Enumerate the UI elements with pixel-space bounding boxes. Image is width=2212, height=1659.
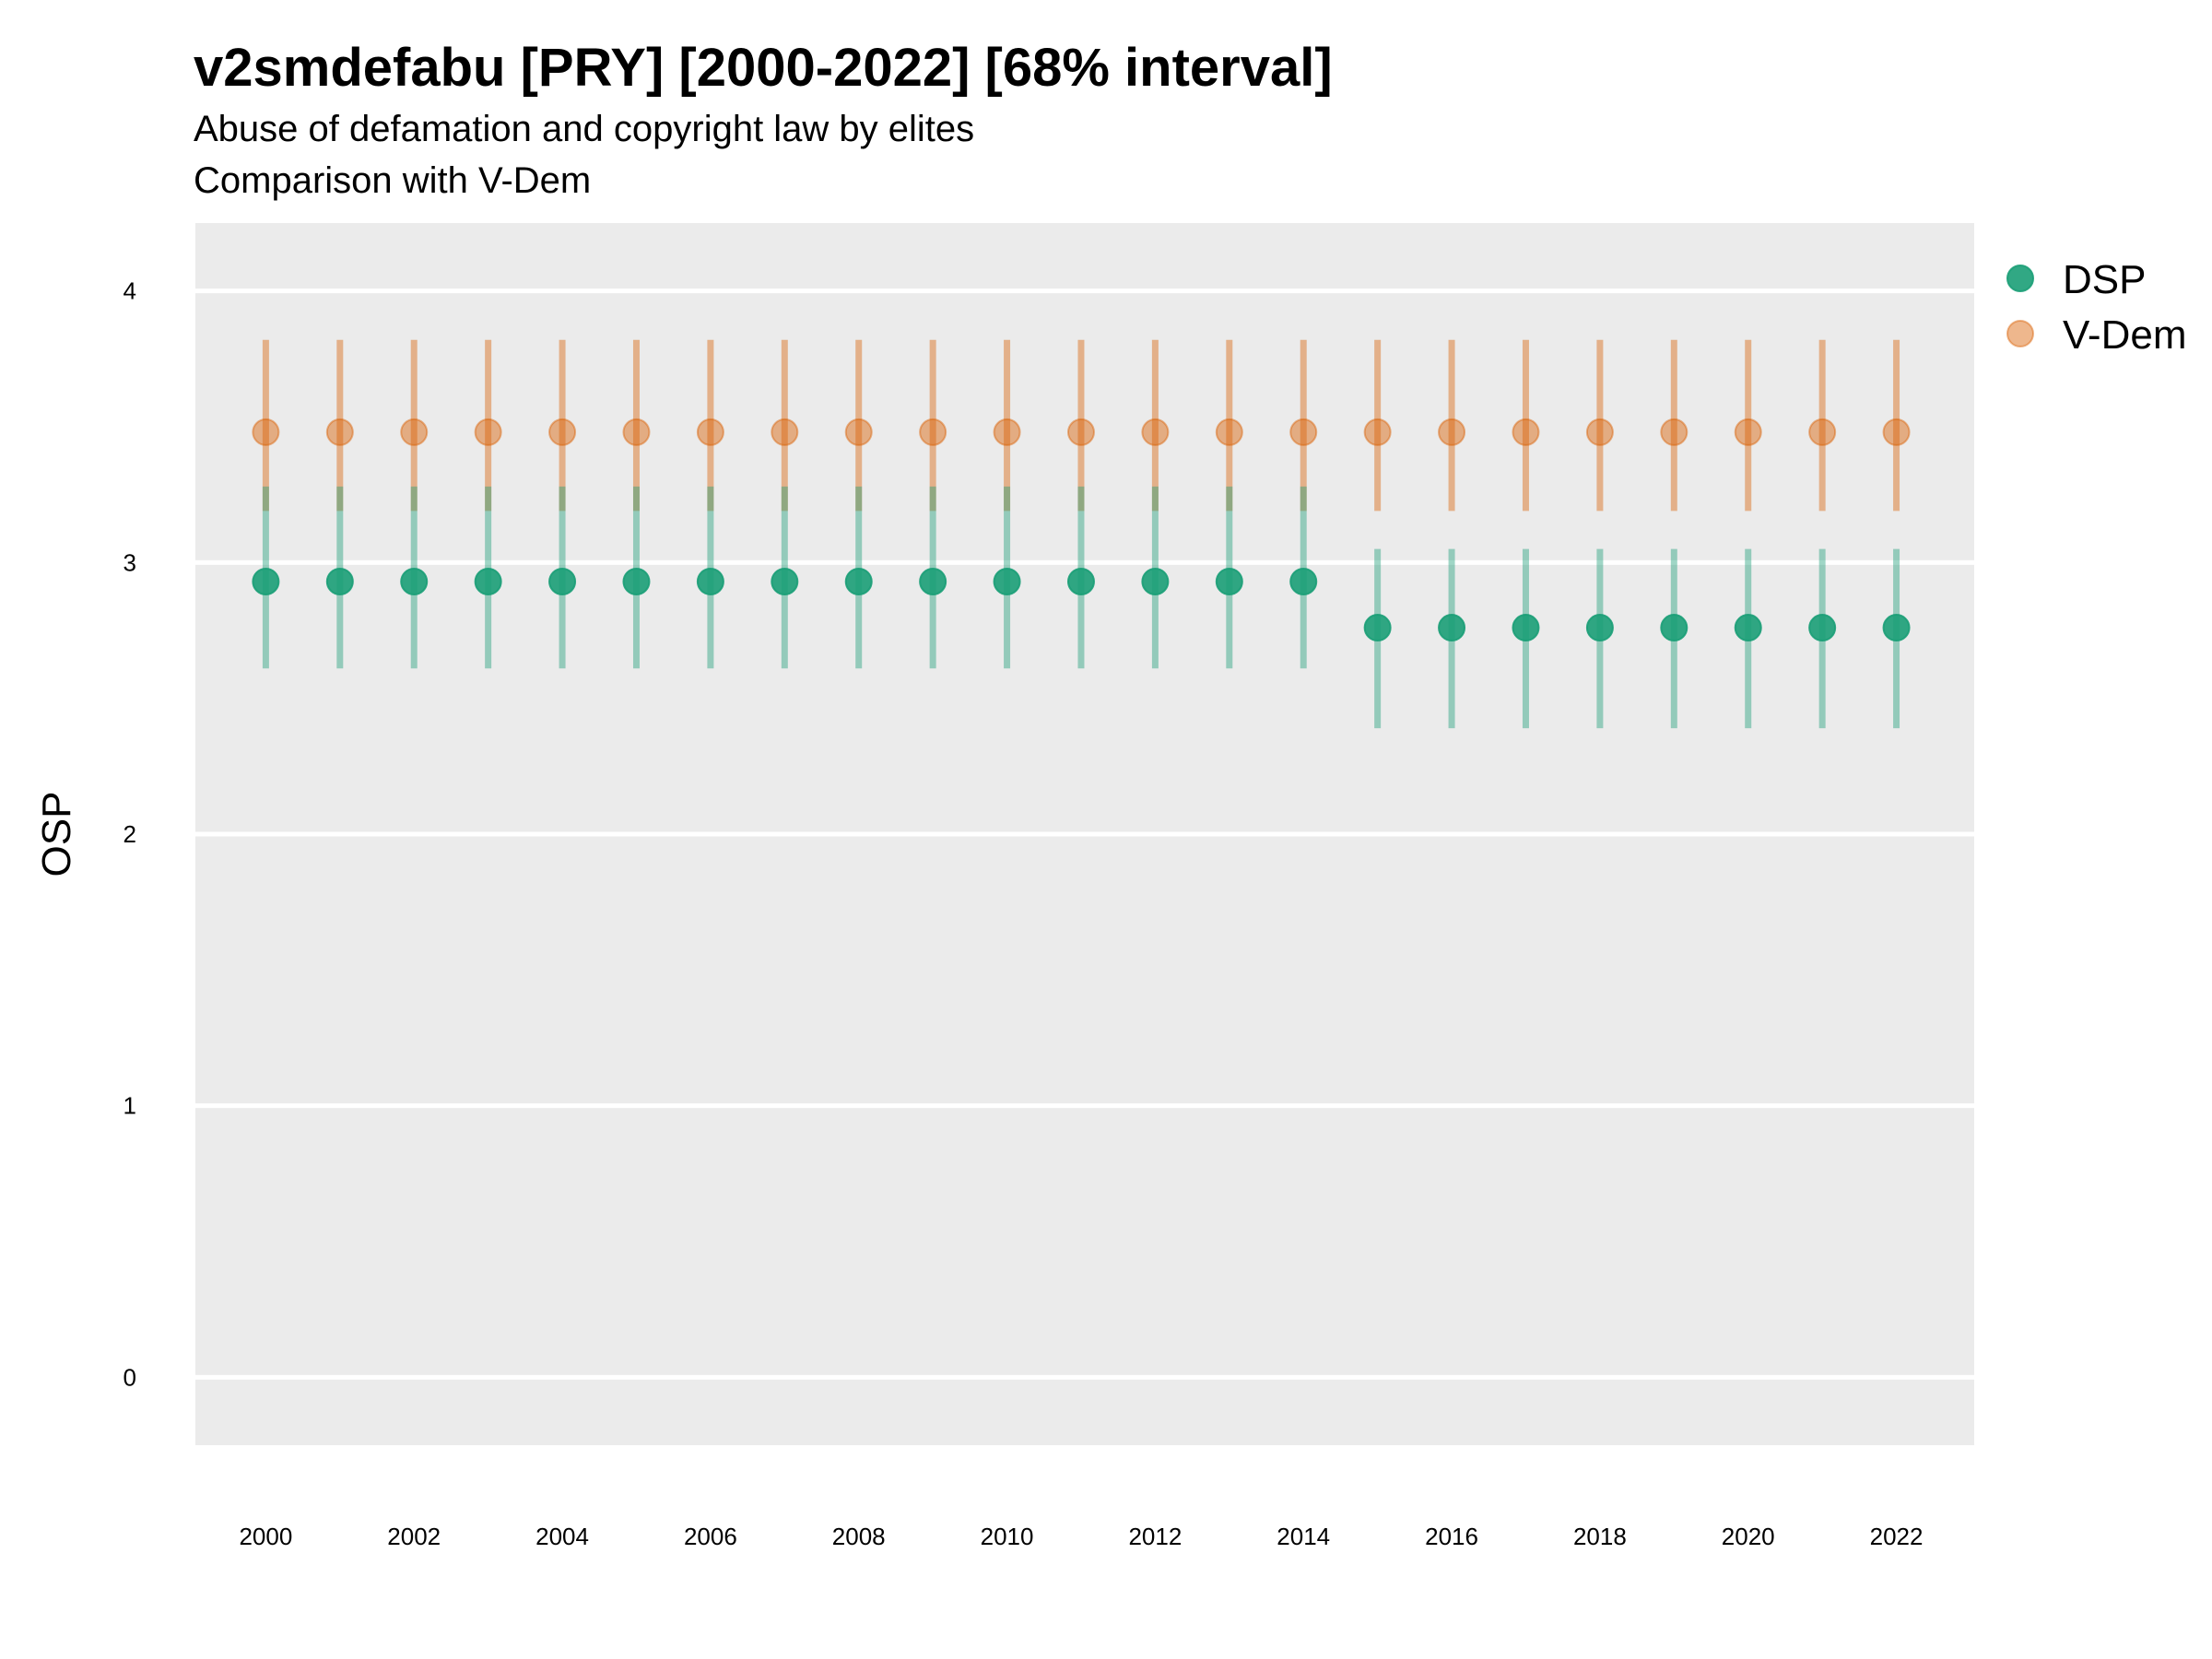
v-dem-point-2014	[1289, 418, 1318, 446]
dsp-point-2001	[325, 567, 354, 595]
x-tick-label: 2018	[1573, 1523, 1627, 1550]
v-dem-point-2008	[844, 418, 873, 446]
dsp-point-2007	[771, 567, 799, 595]
y-tick-label: 2	[124, 820, 136, 848]
dsp-point-2021	[1808, 614, 1837, 642]
dsp-point-2019	[1660, 614, 1688, 642]
v-dem-point-2004	[548, 418, 577, 446]
x-tick-label: 2014	[1277, 1523, 1330, 1550]
dsp-point-2002	[400, 567, 429, 595]
y-axis-title: OSP	[34, 792, 79, 877]
dsp-point-2018	[1585, 614, 1614, 642]
v-dem-point-2012	[1141, 418, 1170, 446]
dsp-point-2004	[548, 567, 577, 595]
v-dem-point-2015	[1363, 418, 1392, 446]
v-dem-point-2017	[1512, 418, 1540, 446]
x-tick-label: 2008	[832, 1523, 886, 1550]
x-tick-label: 2006	[684, 1523, 737, 1550]
v-dem-point-2006	[696, 418, 724, 446]
dsp-point-2003	[474, 567, 502, 595]
v-dem-point-2007	[771, 418, 799, 446]
dsp-point-2009	[919, 567, 947, 595]
x-tick-label: 2000	[239, 1523, 292, 1550]
y-tick-label: 1	[124, 1092, 136, 1120]
dsp-point-2016	[1438, 614, 1466, 642]
gridlines	[195, 288, 1974, 1380]
x-tick-label: 2020	[1722, 1523, 1775, 1550]
v-dem-point-2002	[400, 418, 429, 446]
legend-swatch-v-dem	[2006, 320, 2034, 347]
dsp-point-2014	[1289, 567, 1318, 595]
x-tick-label: 2022	[1870, 1523, 1924, 1550]
chart-subtitle-comparison: Comparison with V-Dem	[194, 160, 592, 201]
dsp-point-2015	[1363, 614, 1392, 642]
v-dem-point-2018	[1585, 418, 1614, 446]
dsp-point-2010	[993, 567, 1021, 595]
legend-label-v-dem: V-Dem	[2063, 312, 2186, 358]
dsp-point-2017	[1512, 614, 1540, 642]
dsp-point-2020	[1734, 614, 1762, 642]
y-axis-ticks: 0 1 2 3 4	[124, 277, 136, 1392]
dsp-point-2006	[696, 567, 724, 595]
x-axis-ticks: 2000 2002 2004 2006 2008 2010 2012 2014 2016 2018…	[239, 1523, 1923, 1550]
chart-title: v2smdefabu [PRY] [2000-2022] [68% interv…	[194, 38, 1333, 98]
y-tick-label: 3	[124, 548, 136, 576]
x-tick-label: 2004	[535, 1523, 589, 1550]
v-dem-point-2001	[325, 418, 354, 446]
v-dem-point-2021	[1808, 418, 1837, 446]
y-tick-label: 0	[124, 1363, 136, 1391]
x-tick-label: 2016	[1425, 1523, 1478, 1550]
dsp-point-2008	[844, 567, 873, 595]
legend-label-dsp: DSP	[2063, 257, 2146, 302]
v-dem-point-2010	[993, 418, 1021, 446]
y-tick-label: 4	[124, 277, 136, 305]
v-dem-point-2009	[919, 418, 947, 446]
v-dem-point-2013	[1215, 418, 1243, 446]
v-dem-point-2005	[622, 418, 651, 446]
chart-subtitle: Abuse of defamation and copyright law by…	[194, 109, 975, 149]
v-dem-point-2003	[474, 418, 502, 446]
data-points	[252, 418, 1911, 642]
v-dem-point-2011	[1066, 418, 1095, 446]
dsp-point-2013	[1215, 567, 1243, 595]
dsp-point-2012	[1141, 567, 1170, 595]
x-tick-label: 2010	[981, 1523, 1034, 1550]
x-tick-label: 2002	[387, 1523, 441, 1550]
v-dem-point-2022	[1882, 418, 1911, 446]
v-dem-point-2020	[1734, 418, 1762, 446]
v-dem-point-2000	[252, 418, 280, 446]
v-dem-point-2016	[1438, 418, 1466, 446]
legend-swatch-dsp	[2006, 265, 2034, 292]
dsp-point-2005	[622, 567, 651, 595]
dsp-point-2022	[1882, 614, 1911, 642]
x-tick-label: 2012	[1128, 1523, 1182, 1550]
dsp-point-2011	[1066, 567, 1095, 595]
legend: DSP V-Dem	[2006, 257, 2186, 358]
dsp-point-2000	[252, 567, 280, 595]
v-dem-point-2019	[1660, 418, 1688, 446]
